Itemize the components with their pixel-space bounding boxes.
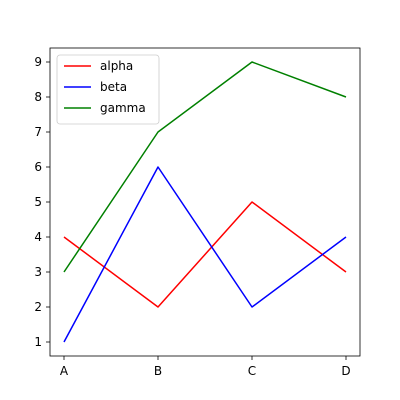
y-tick-label: 7 bbox=[34, 125, 42, 139]
y-tick-label: 5 bbox=[34, 195, 42, 209]
y-tick-label: 8 bbox=[34, 90, 42, 104]
series-line-gamma bbox=[63, 61, 347, 273]
x-axis: A B C D bbox=[60, 356, 351, 378]
y-tick-label: 6 bbox=[34, 160, 42, 174]
x-tick-label: D bbox=[341, 364, 350, 378]
y-tick-label: 3 bbox=[34, 265, 42, 279]
legend: alpha beta gamma bbox=[56, 54, 160, 125]
x-tick-label: B bbox=[154, 364, 162, 378]
series-line-beta bbox=[63, 166, 347, 343]
legend-label: alpha bbox=[100, 59, 133, 73]
x-tick-label: A bbox=[60, 364, 69, 378]
legend-item-beta: beta bbox=[64, 80, 127, 94]
y-tick-label: 2 bbox=[34, 300, 42, 314]
legend-item-alpha: alpha bbox=[64, 59, 133, 73]
y-axis: 1 2 3 4 5 6 7 8 9 bbox=[34, 55, 50, 349]
y-tick-label: 4 bbox=[34, 230, 42, 244]
legend-box bbox=[56, 54, 160, 125]
series-line-alpha bbox=[63, 201, 347, 308]
series-layer bbox=[63, 61, 347, 343]
y-tick-label: 9 bbox=[34, 55, 42, 69]
x-tick-label: C bbox=[248, 364, 256, 378]
legend-label: gamma bbox=[100, 101, 146, 115]
y-tick-label: 1 bbox=[34, 335, 42, 349]
legend-label: beta bbox=[100, 80, 127, 94]
legend-item-gamma: gamma bbox=[64, 101, 146, 115]
